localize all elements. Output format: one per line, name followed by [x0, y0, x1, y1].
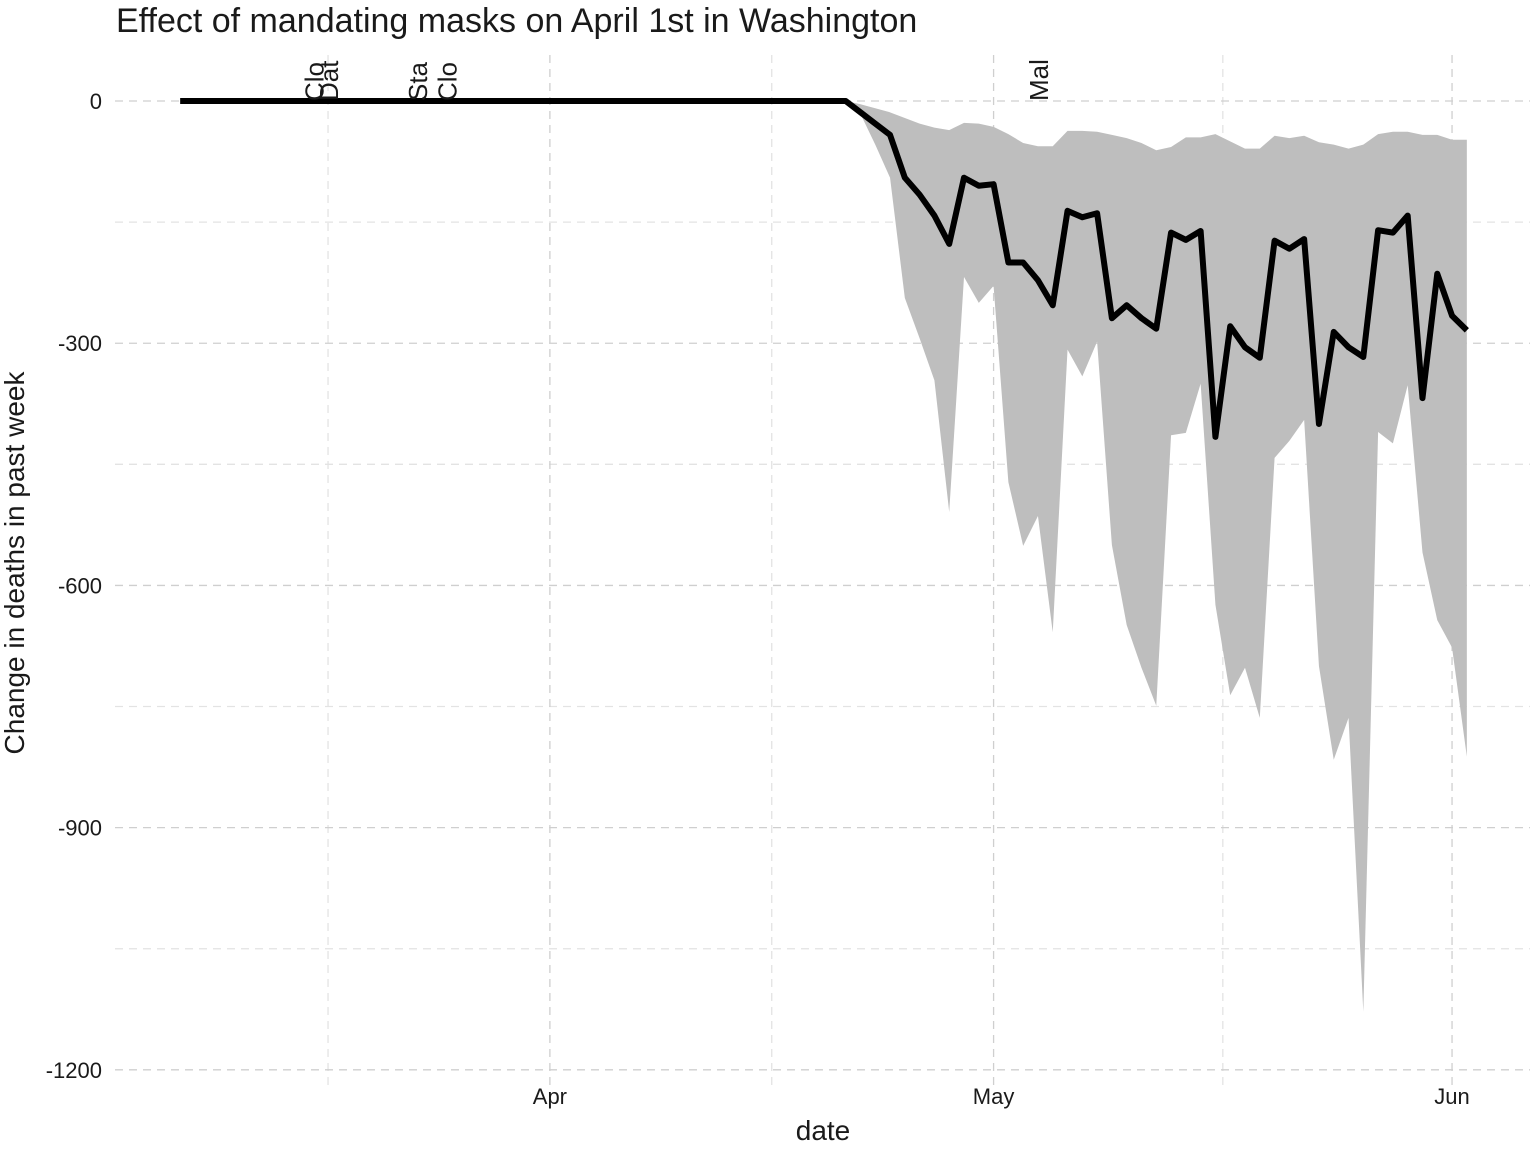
y-axis-label: Change in deaths in past week: [0, 371, 30, 755]
chart-title: Effect of mandating masks on April 1st i…: [116, 2, 917, 40]
y-tick-label: -600: [58, 573, 102, 598]
annotation: Dat: [314, 60, 344, 101]
y-tick-label: 0: [90, 89, 102, 114]
annotation: Clo: [299, 62, 329, 101]
x-axis-label: date: [796, 1115, 851, 1146]
x-tick-label: Apr: [533, 1084, 567, 1109]
plot-area: [180, 98, 1469, 1012]
annotation: Mal: [1024, 59, 1054, 101]
y-tick-label: -900: [58, 816, 102, 841]
x-tick-label: May: [973, 1084, 1015, 1109]
grid: [115, 55, 1530, 1090]
x-tick-label: Jun: [1434, 1084, 1469, 1109]
y-tick-label: -300: [58, 331, 102, 356]
line: [180, 98, 1469, 440]
confidence-band: [845, 101, 1467, 1012]
annotation: Sta: [403, 61, 433, 101]
annotation: Clo: [432, 62, 462, 101]
y-tick-label: -1200: [46, 1058, 102, 1083]
